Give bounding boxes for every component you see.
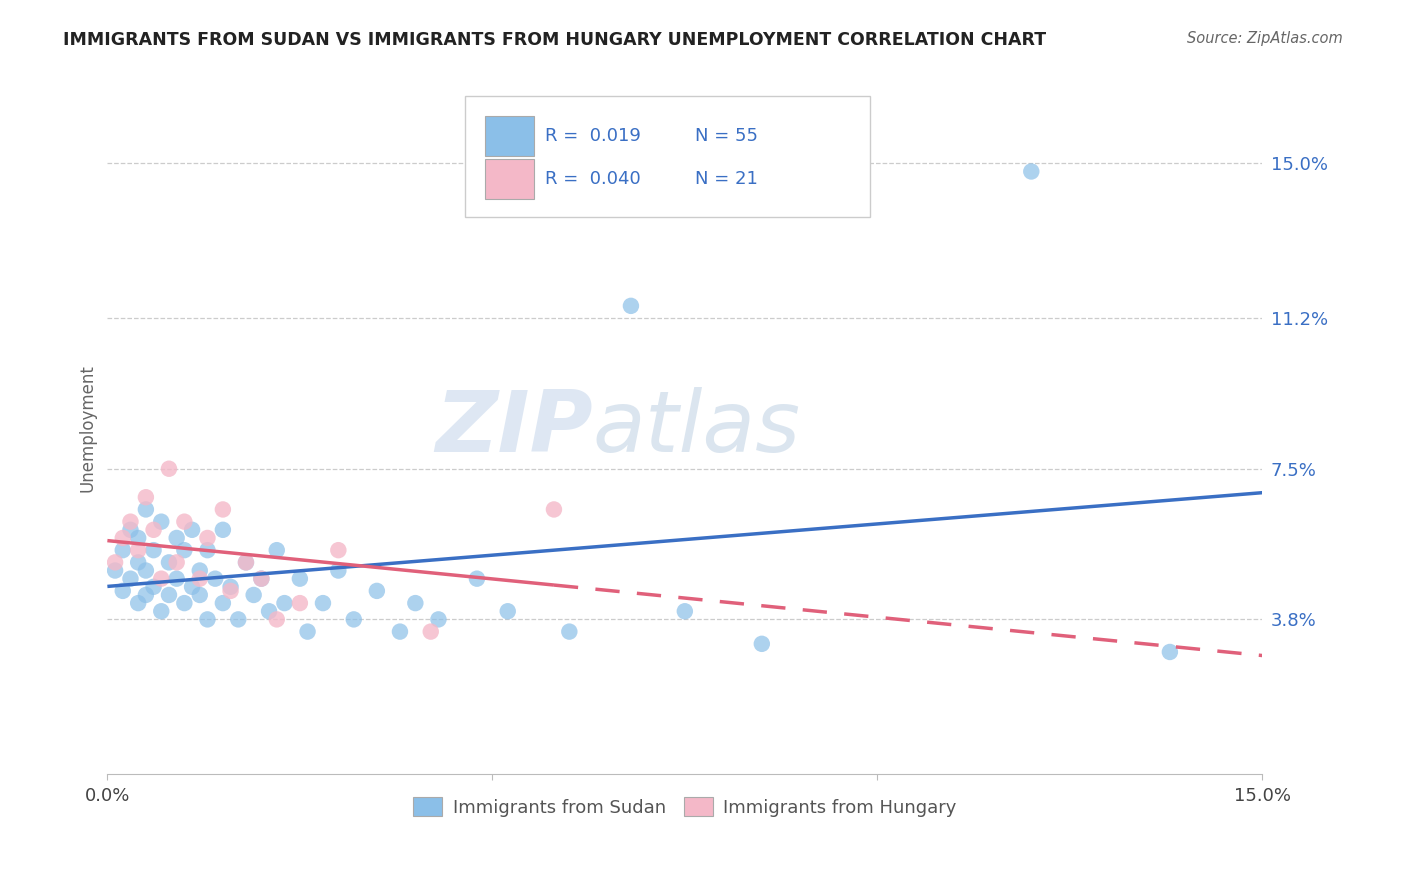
Point: [419, 624, 441, 639]
Point: [212, 502, 235, 516]
Text: N = 55: N = 55: [695, 127, 758, 145]
FancyBboxPatch shape: [465, 95, 869, 217]
Point: [188, 588, 211, 602]
Point: [127, 543, 149, 558]
Point: [111, 583, 134, 598]
FancyBboxPatch shape: [485, 116, 533, 156]
Point: [135, 588, 157, 602]
Point: [157, 461, 180, 475]
Point: [188, 564, 211, 578]
Point: [1019, 164, 1042, 178]
Point: [166, 555, 188, 569]
Point: [120, 572, 142, 586]
FancyBboxPatch shape: [485, 159, 533, 199]
Point: [328, 543, 350, 558]
Point: [235, 555, 257, 569]
Point: [242, 588, 264, 602]
Point: [142, 523, 165, 537]
Point: [465, 572, 488, 586]
Point: [328, 564, 350, 578]
Point: [127, 555, 149, 569]
Point: [127, 596, 149, 610]
Point: [197, 543, 219, 558]
Point: [173, 515, 195, 529]
Point: [427, 612, 450, 626]
Point: [166, 531, 188, 545]
Point: [173, 543, 195, 558]
Point: [288, 596, 311, 610]
Point: [204, 572, 226, 586]
Point: [219, 583, 242, 598]
Point: [127, 531, 149, 545]
Point: [250, 572, 273, 586]
Point: [343, 612, 366, 626]
Point: [135, 490, 157, 504]
Point: [120, 523, 142, 537]
Point: [543, 502, 565, 516]
Point: [104, 555, 127, 569]
Point: [104, 564, 127, 578]
Point: [181, 523, 204, 537]
Point: [266, 543, 288, 558]
Point: [120, 515, 142, 529]
Legend: Immigrants from Sudan, Immigrants from Hungary: Immigrants from Sudan, Immigrants from H…: [405, 790, 965, 824]
Point: [297, 624, 319, 639]
Point: [226, 612, 249, 626]
Point: [558, 624, 581, 639]
Point: [288, 572, 311, 586]
Point: [181, 580, 204, 594]
Text: N = 21: N = 21: [695, 169, 758, 188]
Point: [173, 596, 195, 610]
Text: atlas: atlas: [592, 386, 800, 469]
Point: [1159, 645, 1181, 659]
Point: [751, 637, 773, 651]
Y-axis label: Unemployment: Unemployment: [79, 364, 96, 492]
Text: IMMIGRANTS FROM SUDAN VS IMMIGRANTS FROM HUNGARY UNEMPLOYMENT CORRELATION CHART: IMMIGRANTS FROM SUDAN VS IMMIGRANTS FROM…: [63, 31, 1046, 49]
Point: [312, 596, 335, 610]
Point: [166, 572, 188, 586]
Point: [620, 299, 643, 313]
Point: [250, 572, 273, 586]
Point: [212, 523, 235, 537]
Point: [212, 596, 235, 610]
Point: [266, 612, 288, 626]
Text: ZIP: ZIP: [434, 386, 592, 469]
Point: [142, 543, 165, 558]
Point: [150, 572, 173, 586]
Point: [188, 572, 211, 586]
Point: [235, 555, 257, 569]
Point: [404, 596, 426, 610]
Point: [135, 502, 157, 516]
Point: [219, 580, 242, 594]
Point: [157, 555, 180, 569]
Point: [257, 604, 280, 618]
Point: [197, 531, 219, 545]
Point: [111, 531, 134, 545]
Point: [150, 604, 173, 618]
Point: [496, 604, 519, 618]
Text: Source: ZipAtlas.com: Source: ZipAtlas.com: [1187, 31, 1343, 46]
Point: [197, 612, 219, 626]
Point: [388, 624, 411, 639]
Point: [273, 596, 295, 610]
Point: [673, 604, 696, 618]
Point: [135, 564, 157, 578]
Point: [157, 588, 180, 602]
Point: [111, 543, 134, 558]
Point: [150, 515, 173, 529]
Point: [142, 580, 165, 594]
Text: R =  0.040: R = 0.040: [546, 169, 641, 188]
Point: [366, 583, 388, 598]
Text: R =  0.019: R = 0.019: [546, 127, 641, 145]
